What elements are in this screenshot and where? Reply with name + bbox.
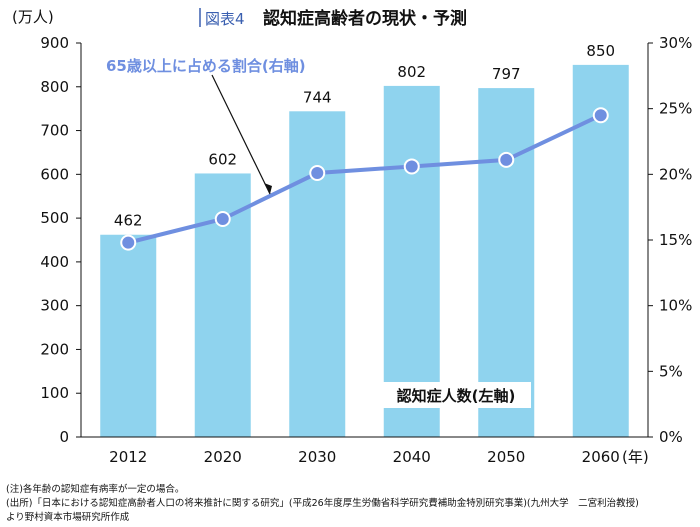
left-tick-label: 700 [40,122,69,140]
right-tick-label: 0% [659,428,683,446]
bar-2030 [289,111,346,437]
line-series-path [127,113,602,245]
bar-2050 [478,88,535,437]
footnote-source: (出所)「日本における認知症高齢者人口の将来推計に関する研究」(平成26年度厚生… [6,498,639,509]
callout-arrow-head [264,183,272,194]
right-tick-label: 30% [659,34,692,52]
bar-value-label-2060: 850 [586,42,615,60]
footnotes: (注)各年齢の認知症有病率が一定の場合。 (出所)「日本における認知症高齢者人口… [6,483,696,525]
bar-value-label-2040: 802 [397,63,426,81]
x-tick-label-2030: 2030 [298,448,336,466]
figure-header: 図表4 認知症高齢者の現状・予測 [199,8,467,29]
line-point-2020 [214,210,231,227]
left-tick-label: 800 [40,78,69,96]
figure-title: 認知症高齢者の現状・予測 [263,8,467,29]
bar-value-label-2012: 462 [114,212,143,230]
line-point-2050 [498,151,515,168]
bar-series-label-bg [381,382,531,408]
x-tick-label-2012: 2012 [109,448,147,466]
right-tick-label: 20% [659,165,692,183]
bar-data-labels: 462 602 744 802 797 850 [114,42,615,230]
bar-2060 [572,64,629,437]
bar-series-callout: 認知症人数(左軸) [381,382,531,408]
x-tick-label-2040: 2040 [393,448,431,466]
right-tick-label: 10% [659,297,692,315]
left-tick-label: 400 [40,253,69,271]
left-tick-label: 900 [40,34,69,52]
x-axis-ticks: 2012 2020 2030 2040 2050 2060 [109,448,620,466]
right-tick-label: 5% [659,362,683,380]
x-tick-label-2020: 2020 [204,448,242,466]
bar-value-label-2020: 602 [208,150,237,168]
bar-value-label-2050: 797 [492,65,521,83]
figure-tag: 図表4 [205,10,245,28]
bar-series-label: 認知症人数(左軸) [397,387,516,405]
line-point-2060 [592,107,609,124]
axes [80,43,649,438]
left-tick-label: 600 [40,165,69,183]
left-axis-unit: (万人) [12,8,54,26]
left-tick-label: 100 [40,384,69,402]
footnote-source-cont: より野村資本市場研究所作成 [6,512,130,523]
line-point-2012 [120,234,137,251]
bar-2040 [383,85,440,437]
right-tick-label: 25% [659,100,692,118]
line-series-callout: 65歳以上に占める割合(右軸) [106,57,306,195]
x-tick-label-2060: 2060 [582,448,620,466]
left-axis-ticks: 0 100 200 300 400 500 600 700 800 900 [40,34,81,446]
right-tick-label: 15% [659,231,692,249]
left-tick-label: 300 [40,297,69,315]
left-tick-label: 200 [40,340,69,358]
line-series-label: 65歳以上に占める割合(右軸) [106,57,306,75]
bar-value-label-2030: 744 [303,88,332,106]
left-tick-label: 500 [40,209,69,227]
x-tick-label-2050: 2050 [487,448,525,466]
callout-arrow-line [211,74,271,195]
bar-series [100,64,629,438]
left-tick-label: 0 [59,428,69,446]
bar-2012 [100,234,157,437]
line-series [120,107,609,251]
x-axis-unit: (年) [622,448,649,466]
footnote-note: (注)各年齢の認知症有病率が一定の場合。 [6,484,185,495]
line-point-2030 [309,165,326,182]
right-axis-ticks: 0% 5% 10% 15% 20% 25% 30% [648,34,692,446]
line-point-2040 [403,158,420,175]
